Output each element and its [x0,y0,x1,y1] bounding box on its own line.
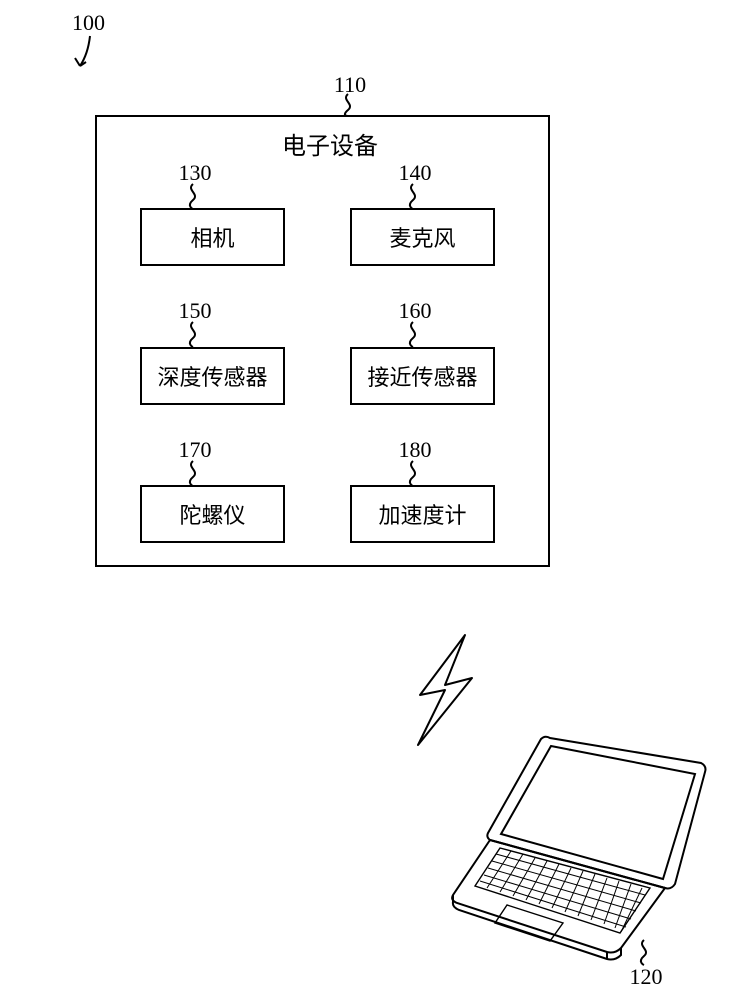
lead-150 [183,322,213,348]
ref-label-130: 130 [175,160,215,186]
ref-label-170: 170 [175,437,215,463]
comp-label-gyroscope: 陀螺仪 [179,498,245,530]
ref-label-180: 180 [395,437,435,463]
comp-box-camera: 相机 [140,208,285,266]
comp-label-camera: 相机 [190,221,234,253]
lead-120 [634,940,664,966]
comp-box-microphone: 麦克风 [350,208,495,266]
comp-box-depth-sensor: 深度传感器 [140,347,285,405]
main-box-title: 电子设备 [230,126,430,161]
lead-130 [183,184,213,210]
comp-box-proximity-sensor: 接近传感器 [350,347,495,405]
comp-box-gyroscope: 陀螺仪 [140,485,285,543]
lead-170 [183,461,213,487]
ref-label-150: 150 [175,298,215,324]
comp-label-depth-sensor: 深度传感器 [157,360,267,392]
figure-canvas: 100 110 电子设备 130 相机 140 麦克风 150 深度传感器 16… [0,0,736,1000]
ref-label-100: 100 [72,10,105,36]
ref-label-160: 160 [395,298,435,324]
ref-label-120: 120 [626,964,666,990]
lead-180 [403,461,433,487]
laptop-icon [445,730,715,960]
comp-label-accelerometer: 加速度计 [378,498,466,530]
comp-label-microphone: 麦克风 [389,221,455,253]
lead-140 [403,184,433,210]
comp-label-proximity-sensor: 接近传感器 [367,360,477,392]
ref-label-140: 140 [395,160,435,186]
comp-box-accelerometer: 加速度计 [350,485,495,543]
arrow-100 [72,36,102,76]
lead-160 [403,322,433,348]
